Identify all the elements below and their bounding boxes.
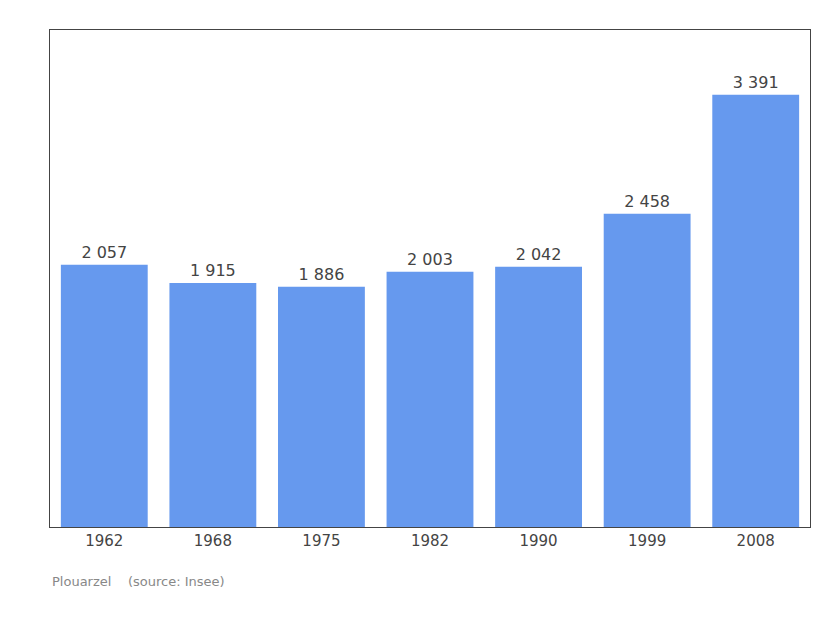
- svg-text:Plouarzel (source: Insee): Plouarzel (source: Insee): [52, 574, 225, 589]
- svg-text:2008: 2008: [737, 532, 775, 550]
- svg-text:1975: 1975: [302, 532, 340, 550]
- svg-text:2 057: 2 057: [81, 243, 127, 262]
- svg-text:1982: 1982: [411, 532, 449, 550]
- svg-text:2 458: 2 458: [624, 192, 670, 211]
- svg-text:1962: 1962: [85, 532, 123, 550]
- svg-text:1 886: 1 886: [299, 265, 345, 284]
- svg-text:1968: 1968: [194, 532, 232, 550]
- svg-text:1 915: 1 915: [190, 261, 236, 280]
- svg-text:2 003: 2 003: [407, 250, 453, 269]
- svg-text:1990: 1990: [519, 532, 557, 550]
- svg-text:1999: 1999: [628, 532, 666, 550]
- svg-text:3 391: 3 391: [733, 73, 779, 92]
- svg-text:2 042: 2 042: [516, 245, 562, 264]
